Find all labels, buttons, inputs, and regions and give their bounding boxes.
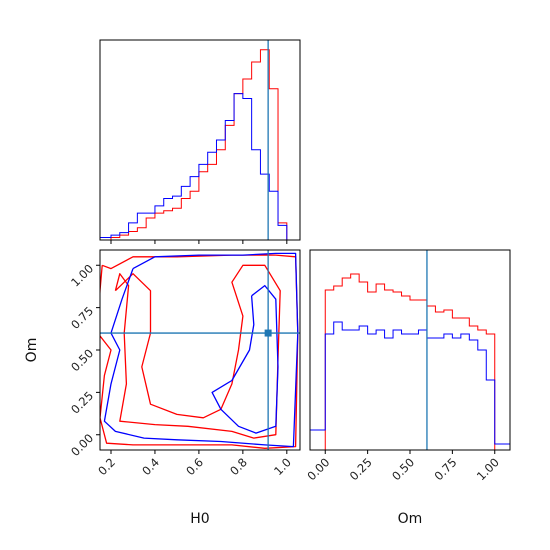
- h0-x-tick-label: 0.2: [95, 455, 118, 478]
- om-axis-label: Om: [398, 511, 423, 527]
- om-y-tick-label: 0.75: [68, 304, 96, 332]
- h0-x-tick-label: 0.6: [183, 455, 206, 478]
- contour-blue-outer: [103, 252, 299, 448]
- h0-histogram-panel: [99, 39, 301, 244]
- h0-x-axis: 0.2 0.4 0.6 0.8 1.0: [95, 450, 294, 478]
- h0-om-contour-panel: 0.2 0.4 0.6 0.8 1.0 0.000.250.500.751.00 H0 …: [24, 249, 301, 527]
- h0-axis-label: H0: [190, 511, 209, 527]
- om-hist-red-step: [310, 273, 510, 450]
- h0-histogram-series: [100, 49, 300, 240]
- contour-lines: [100, 252, 299, 449]
- om-histogram-panel: 0.00 0.25 0.50 0.75 1.00 Om: [304, 249, 511, 527]
- truth-point-marker: [264, 329, 272, 337]
- om-x-tick-label: 0.50: [389, 455, 417, 483]
- contour-red-inner: [114, 264, 281, 439]
- h0-x-tick-label: 0.4: [139, 455, 162, 478]
- contour-frame: [99, 249, 301, 451]
- om-histogram-series: [310, 273, 510, 450]
- om-x-tick-label: 0.75: [431, 455, 459, 483]
- om-x-axis: 0.00 0.25 0.50 0.75 1.00: [304, 450, 502, 483]
- h0-x-tick-label: 1.0: [271, 455, 294, 478]
- om-y-tick-label: 0.50: [68, 346, 96, 374]
- h0-histogram-ticks: [110, 240, 288, 244]
- contour-blue-inner: [211, 284, 279, 434]
- om-y-axis-label: Om: [24, 338, 40, 363]
- h0-x-tick-label: 0.8: [227, 455, 250, 478]
- contour-red-outer: [100, 254, 299, 449]
- om-hist-blue-step: [310, 321, 510, 450]
- h0-hist-red-step: [100, 49, 300, 240]
- om-x-tick-label: 0.25: [347, 455, 375, 483]
- om-y-tick-label: 0.00: [68, 431, 96, 459]
- om-x-tick-label: 0.00: [304, 455, 332, 483]
- om-y-axis: 0.00 0.25 0.50 0.75 1.00: [68, 261, 100, 459]
- h0-hist-blue-step: [100, 93, 300, 240]
- om-y-tick-label: 1.00: [68, 261, 96, 289]
- h0-histogram-frame: [99, 39, 301, 241]
- om-x-tick-label: 1.00: [474, 455, 502, 483]
- om-y-tick-label: 0.25: [68, 389, 96, 417]
